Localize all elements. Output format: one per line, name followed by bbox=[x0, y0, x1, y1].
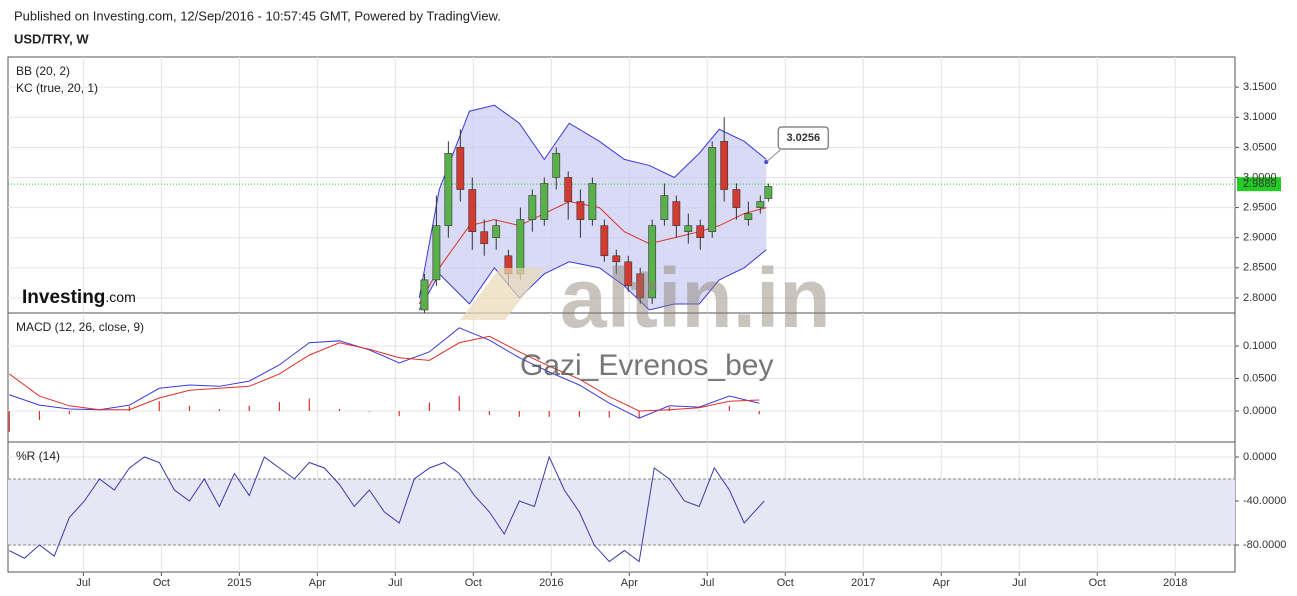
series-line bbox=[9, 327, 760, 419]
series-line bbox=[418, 249, 767, 311]
plot-frame bbox=[7, 56, 1236, 573]
candle-body bbox=[732, 189, 741, 208]
x-tick-label: Apr bbox=[621, 577, 638, 589]
y-tick-label: -40.0000 bbox=[1243, 495, 1286, 507]
y-tick-label: 0.1000 bbox=[1243, 340, 1277, 352]
y-tick-label: -80.0000 bbox=[1243, 539, 1286, 551]
candle-body bbox=[444, 153, 453, 226]
y-tick-label: 0.0500 bbox=[1243, 372, 1277, 384]
x-tick-label: Oct bbox=[153, 577, 170, 589]
published-line: Published on Investing.com, 12/Sep/2016 … bbox=[14, 8, 501, 23]
symbol: USD/TRY, W bbox=[14, 31, 89, 46]
x-tick-label: 2017 bbox=[851, 577, 875, 589]
candle-body bbox=[564, 177, 573, 202]
candle-body bbox=[480, 231, 489, 245]
x-tick-label: Oct bbox=[465, 577, 482, 589]
x-tick-label: 2016 bbox=[539, 577, 563, 589]
y-tick-label: 3.1000 bbox=[1243, 111, 1277, 123]
candle-body bbox=[720, 141, 729, 190]
y-tick-label: 2.8500 bbox=[1243, 262, 1277, 274]
pane-subtitle: KC (true, 20, 1) bbox=[16, 81, 98, 95]
y-tick-label: 0.0000 bbox=[1243, 405, 1277, 417]
candle-body bbox=[636, 273, 645, 299]
x-tick-label: Jul bbox=[76, 577, 90, 589]
candle-body bbox=[660, 195, 669, 220]
candle-body bbox=[456, 147, 465, 190]
candle-body bbox=[432, 225, 441, 281]
candle-body bbox=[684, 225, 693, 232]
candle-body bbox=[552, 153, 561, 178]
candle-body bbox=[492, 225, 501, 239]
series-line bbox=[418, 104, 767, 299]
watermark-shape bbox=[460, 268, 545, 320]
y-tick-label: 2.9000 bbox=[1243, 232, 1277, 244]
price-tag bbox=[1237, 177, 1281, 192]
x-tick-label: Apr bbox=[933, 577, 950, 589]
x-tick-label: Apr bbox=[309, 577, 326, 589]
level-band bbox=[8, 478, 1235, 546]
watermark-author: Gazi_Evrenos_bey bbox=[520, 349, 773, 382]
series-line bbox=[9, 455, 765, 563]
candle-body bbox=[744, 213, 753, 220]
callout-label: 3.0256 bbox=[786, 132, 820, 144]
watermark: altin.in Gazi_Evrenos_bey Investing.com bbox=[22, 251, 831, 382]
price-tag-label: 2.9889 bbox=[1243, 178, 1277, 190]
pane-title: MACD (12, 26, close, 9) bbox=[16, 320, 144, 334]
candle-body bbox=[540, 183, 549, 220]
candle-body bbox=[764, 186, 773, 199]
x-tick-label: Jul bbox=[388, 577, 402, 589]
candle-body bbox=[576, 201, 585, 220]
marks bbox=[8, 104, 1281, 563]
candle-body bbox=[672, 201, 681, 226]
y-tick-label: 3.0500 bbox=[1243, 141, 1277, 153]
candle-body bbox=[708, 147, 717, 232]
logo-suffix: .com bbox=[105, 289, 135, 305]
series-line bbox=[9, 335, 760, 412]
candle-body bbox=[696, 225, 705, 239]
y-tick-label: 2.8000 bbox=[1243, 292, 1277, 304]
logo: Investing.com bbox=[22, 287, 136, 308]
candle-body bbox=[624, 261, 633, 287]
x-tick-label: Oct bbox=[777, 577, 794, 589]
x-tick-label: Jul bbox=[1012, 577, 1026, 589]
candle-body bbox=[516, 219, 525, 275]
x-tick-label: Oct bbox=[1089, 577, 1106, 589]
candle-body bbox=[528, 195, 537, 220]
y-tick-label: 3.0000 bbox=[1243, 171, 1277, 183]
pane-title: BB (20, 2) bbox=[16, 64, 70, 78]
candle-body bbox=[600, 225, 609, 257]
x-tick-label: 2015 bbox=[227, 577, 251, 589]
y-tick-label: 3.1500 bbox=[1243, 81, 1277, 93]
y-tick-label: 0.0000 bbox=[1243, 451, 1277, 463]
callout-box bbox=[777, 126, 830, 150]
y-tick-label: 2.9500 bbox=[1243, 201, 1277, 213]
watermark-site: altin.in bbox=[560, 251, 831, 345]
labels: 2.8000 2.8500 2.9000 2.9500 3.0000 3.0500 3.10… bbox=[16, 64, 1286, 589]
x-tick-label: Jul bbox=[700, 577, 714, 589]
candle-body bbox=[612, 255, 621, 263]
candle-body bbox=[468, 189, 477, 232]
candle-body bbox=[588, 183, 597, 220]
x-tick-label: 2018 bbox=[1163, 577, 1187, 589]
candle-body bbox=[756, 201, 765, 208]
callout-pointer bbox=[765, 149, 781, 163]
pane-title: %R (14) bbox=[16, 449, 60, 463]
candle-body bbox=[420, 279, 429, 311]
logo-main: Investing bbox=[22, 287, 105, 308]
candle-body bbox=[648, 225, 657, 299]
